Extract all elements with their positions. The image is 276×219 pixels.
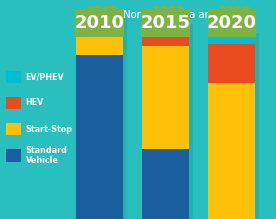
FancyBboxPatch shape — [6, 97, 21, 109]
FancyBboxPatch shape — [208, 44, 255, 83]
FancyBboxPatch shape — [142, 149, 189, 219]
Text: EV/PHEV: EV/PHEV — [26, 72, 64, 81]
FancyBboxPatch shape — [6, 71, 21, 83]
Text: Start-Stop: Start-Stop — [26, 125, 73, 134]
FancyBboxPatch shape — [80, 18, 127, 219]
FancyBboxPatch shape — [208, 9, 256, 37]
FancyBboxPatch shape — [141, 9, 190, 37]
FancyBboxPatch shape — [76, 33, 123, 55]
FancyBboxPatch shape — [76, 55, 123, 219]
FancyBboxPatch shape — [6, 149, 21, 162]
FancyBboxPatch shape — [142, 46, 189, 149]
FancyBboxPatch shape — [142, 24, 189, 33]
FancyBboxPatch shape — [142, 33, 189, 46]
Text: Europe, North America and China: Europe, North America and China — [82, 10, 249, 20]
FancyBboxPatch shape — [212, 33, 259, 219]
FancyBboxPatch shape — [76, 18, 123, 24]
Text: 2020: 2020 — [207, 14, 257, 32]
FancyBboxPatch shape — [146, 24, 193, 219]
Text: 2015: 2015 — [140, 14, 191, 32]
FancyBboxPatch shape — [208, 33, 255, 44]
Text: 2010: 2010 — [74, 14, 124, 32]
FancyBboxPatch shape — [208, 83, 255, 219]
Text: Standard
Vehicle: Standard Vehicle — [26, 146, 68, 165]
FancyBboxPatch shape — [76, 24, 123, 33]
FancyBboxPatch shape — [75, 9, 124, 37]
Text: HEV: HEV — [26, 98, 44, 108]
FancyBboxPatch shape — [6, 123, 21, 135]
